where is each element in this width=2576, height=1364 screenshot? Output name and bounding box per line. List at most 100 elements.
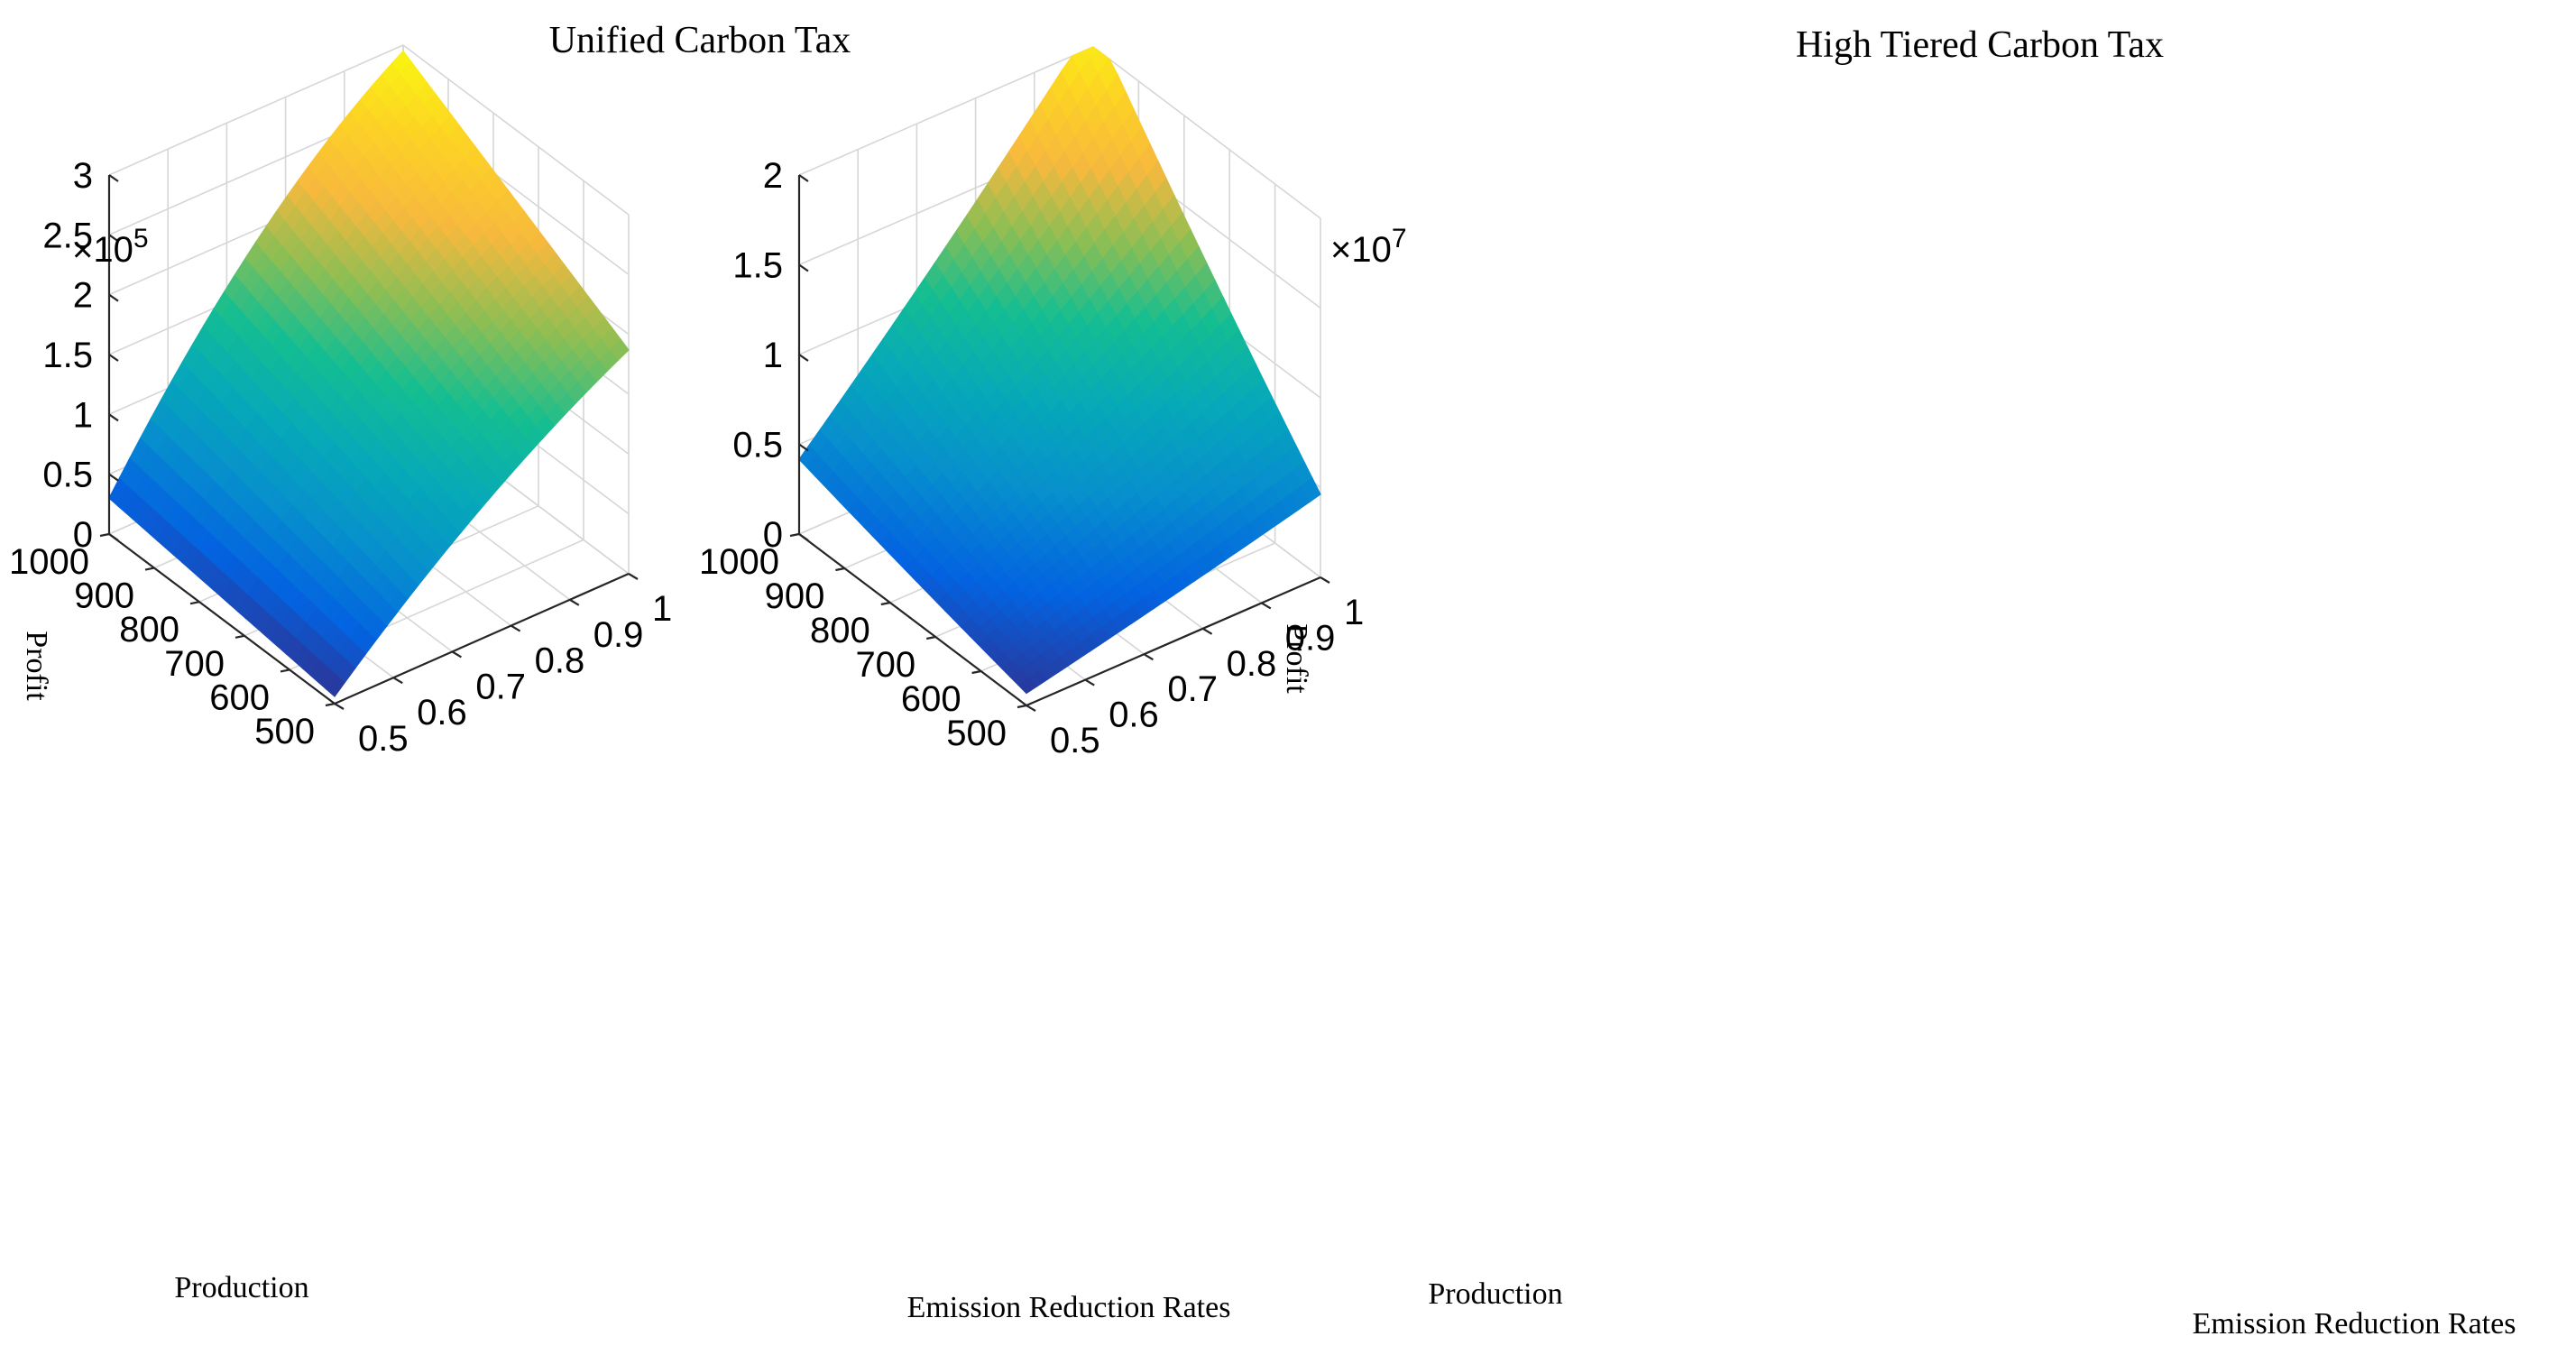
y-tick-label: 800: [810, 611, 870, 650]
y-tick-mark: [189, 601, 200, 605]
x-tick-mark: [1261, 602, 1272, 610]
chart-title: High Tiered Carbon Tax: [1796, 24, 2164, 66]
surface: [798, 46, 1321, 695]
wall-gridline: [798, 46, 1094, 176]
y-tick-mark: [880, 601, 891, 606]
y-tick-mark: [235, 634, 245, 639]
z-multiplier: ×105: [72, 224, 149, 270]
z-tick-mark: [108, 473, 119, 482]
y-tick-label: 900: [765, 576, 825, 616]
y-axis-label: Production: [1428, 1277, 1562, 1311]
z-tick-mark: [798, 443, 809, 452]
z-multiplier-base: ×10: [1330, 230, 1392, 270]
z-tick-label: 1: [73, 395, 93, 435]
y-tick-mark: [1017, 704, 1027, 709]
y-tick-label: 800: [119, 610, 179, 650]
y-tick-label: 700: [164, 644, 225, 684]
y-tick-mark: [835, 567, 845, 572]
x-tick-mark: [1026, 705, 1036, 712]
z-tick-label: 0.5: [732, 426, 783, 465]
y-tick-label: 600: [209, 677, 270, 717]
y-tick-label: 700: [855, 645, 915, 685]
x-tick-mark: [451, 650, 462, 659]
z-tick-mark: [798, 263, 809, 272]
z-tick-label: 0.5: [42, 456, 93, 495]
z-tick-label: 1.5: [42, 336, 93, 375]
chart-unified-carbon-tax: 00.511.522.5350060070080090010000.50.60.…: [9, 20, 1230, 1324]
tick-labels: 00.511.522.5350060070080090010000.50.60.…: [9, 156, 672, 759]
y-tick-label: 600: [901, 679, 961, 719]
axes: [99, 174, 639, 710]
z-tick-mark: [108, 293, 119, 302]
z-axis-label: Profit: [1280, 623, 1313, 694]
x-tick-label: 0.5: [1050, 721, 1100, 760]
y-tick-mark: [99, 532, 110, 538]
z-multiplier-exponent: 7: [1392, 224, 1407, 253]
y-tick-mark: [971, 669, 981, 675]
x-tick-label: 1: [1344, 593, 1364, 632]
z-multiplier: ×107: [1330, 224, 1407, 270]
axes: [789, 174, 1330, 712]
x-tick-label: 0.8: [535, 641, 585, 681]
x-tick-mark: [1320, 576, 1330, 584]
x-tick-label: 0.5: [358, 719, 409, 759]
x-axis-label: Emission Reduction Rates: [907, 1291, 1231, 1324]
z-tick-label: 2: [763, 156, 783, 196]
y-axis-line: [108, 533, 336, 705]
x-tick-label: 0.7: [475, 667, 526, 706]
x-tick-mark: [511, 624, 521, 632]
y-tick-mark: [144, 567, 155, 571]
chart-high-tiered-carbon-tax: 00.511.5250060070080090010000.50.60.70.8…: [699, 24, 2516, 1341]
z-tick-mark: [108, 533, 119, 541]
z-tick-label: 1: [763, 336, 783, 375]
wall-gridline: [402, 44, 630, 216]
wall-gridline: [108, 44, 404, 176]
x-tick-label: 0.7: [1167, 669, 1218, 709]
y-tick-label: 900: [74, 576, 134, 616]
z-tick-label: 0: [763, 515, 783, 555]
z-tick-mark: [798, 174, 809, 182]
chart-title: Unified Carbon Tax: [549, 20, 851, 61]
x-tick-mark: [334, 703, 345, 710]
y-tick-mark: [325, 702, 336, 707]
x-tick-label: 0.6: [417, 693, 467, 733]
x-tick-mark: [628, 573, 639, 580]
y-tick-label: 500: [254, 712, 315, 751]
z-tick-mark: [798, 533, 809, 541]
x-tick-label: 1: [652, 589, 672, 629]
y-tick-label: 1000: [9, 542, 89, 582]
z-tick-label: 0: [73, 515, 93, 555]
x-tick-mark: [569, 598, 580, 606]
y-axis-label: Production: [174, 1271, 308, 1304]
surface-patch: [1301, 477, 1321, 502]
z-axis-label: Profit: [20, 631, 53, 701]
z-tick-mark: [108, 413, 119, 422]
y-tick-mark: [925, 635, 936, 641]
z-tick-label: 1.5: [732, 246, 783, 286]
y-tick-mark: [280, 668, 290, 673]
y-tick-mark: [789, 532, 800, 538]
y-tick-label: 500: [946, 714, 1007, 753]
surface-patch: [609, 338, 630, 362]
z-tick-mark: [108, 234, 119, 243]
z-tick-mark: [798, 354, 809, 362]
z-tick-label: 3: [73, 156, 93, 196]
z-tick-mark: [108, 354, 119, 362]
surface: [108, 50, 630, 697]
wall-gridline: [1092, 46, 1321, 219]
x-axis-line: [1026, 576, 1321, 707]
y-axis-line: [798, 533, 1027, 706]
z-tick-mark: [108, 174, 119, 182]
x-tick-label: 0.8: [1227, 644, 1277, 684]
x-tick-mark: [1143, 653, 1154, 661]
tick-labels: 00.511.5250060070080090010000.50.60.70.8…: [699, 156, 1364, 760]
z-multiplier-base: ×10: [72, 230, 133, 270]
x-tick-mark: [392, 677, 403, 685]
x-tick-label: 0.6: [1109, 696, 1159, 735]
y-tick-label: 1000: [699, 542, 779, 582]
x-tick-label: 0.9: [593, 615, 644, 655]
z-tick-label: 2.5: [42, 216, 93, 255]
x-axis-label: Emission Reduction Rates: [2193, 1307, 2516, 1341]
x-axis-line: [334, 572, 630, 705]
